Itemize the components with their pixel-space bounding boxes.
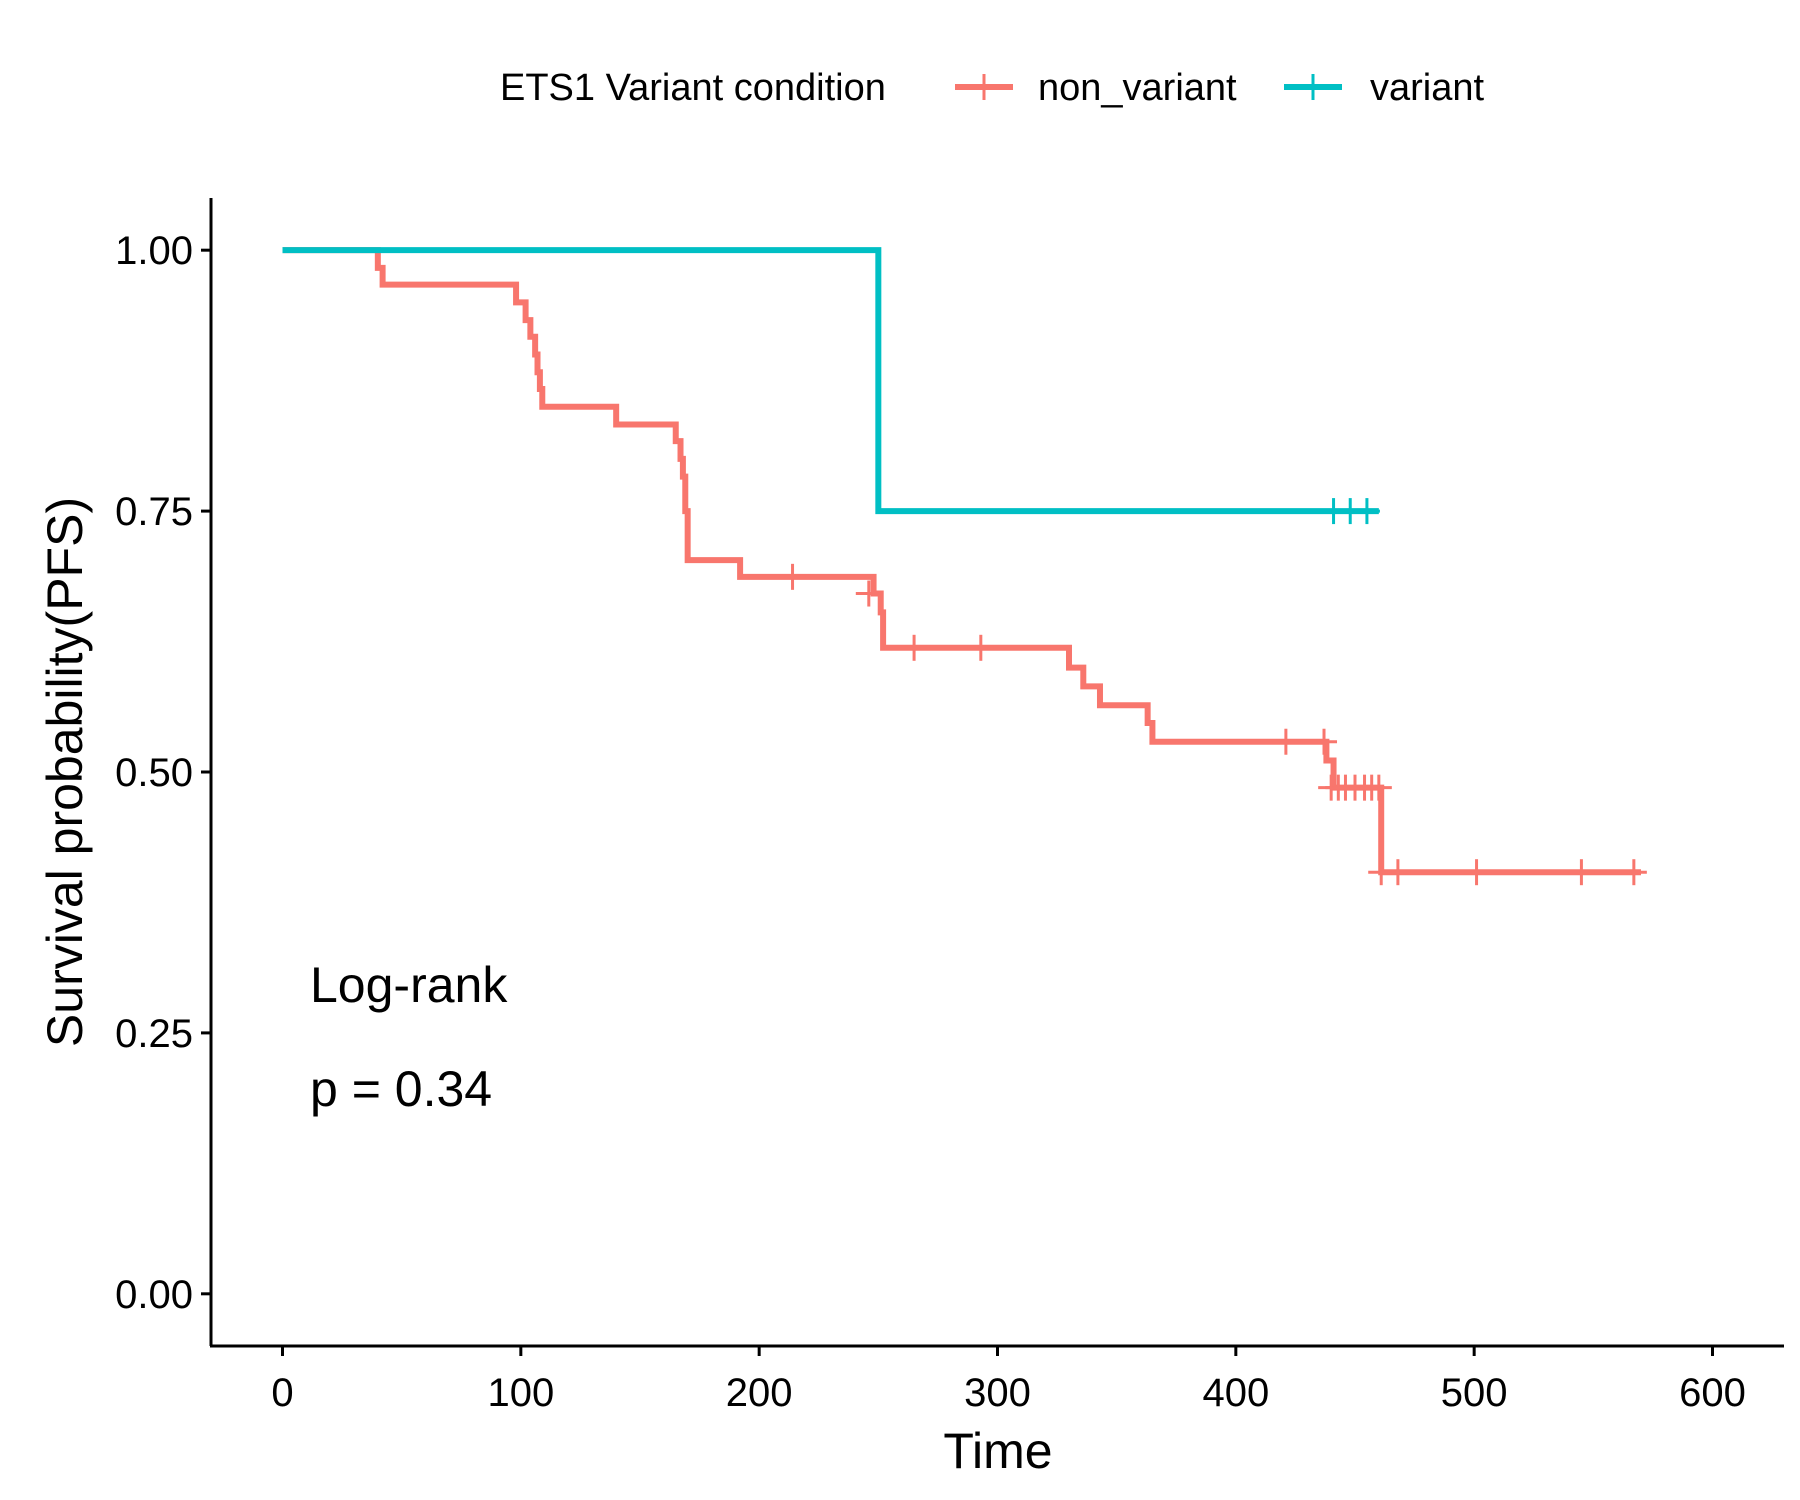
p-value-label: p = 0.34 (310, 1061, 492, 1117)
x-tick-label: 300 (964, 1371, 1031, 1415)
x-tick-label: 400 (1202, 1371, 1269, 1415)
legend: ETS1 Variant condition non_variant varia… (500, 67, 1484, 109)
x-axis-title: Time (943, 1423, 1052, 1479)
legend-title: ETS1 Variant condition (500, 67, 886, 109)
x-tick-label: 500 (1441, 1371, 1508, 1415)
log-rank-label: Log-rank (310, 957, 508, 1013)
x-tick-label: 600 (1679, 1371, 1746, 1415)
y-tick-label: 1.00 (115, 229, 193, 273)
legend-entry-non-variant[interactable]: non_variant (955, 67, 1237, 109)
legend-entry-variant[interactable]: variant (1284, 67, 1484, 109)
x-ticks: 0 100 200 300 400 500 600 (271, 1346, 1746, 1415)
legend-label-non-variant: non_variant (1038, 67, 1237, 109)
y-tick-label: 0.00 (115, 1273, 193, 1317)
series-layer (282, 247, 1647, 886)
y-ticks: 0.00 0.25 0.50 0.75 1.00 (115, 229, 211, 1317)
legend-label-variant: variant (1370, 67, 1484, 109)
survival-curve-variant (282, 247, 1379, 515)
y-tick-label: 0.25 (115, 1012, 193, 1056)
y-axis-title: Survival probability(PFS) (37, 497, 93, 1047)
x-tick-label: 100 (487, 1371, 554, 1415)
survival-curve-non-variant (282, 247, 1641, 876)
x-tick-label: 200 (726, 1371, 793, 1415)
series-variant (282, 247, 1380, 525)
y-tick-label: 0.75 (115, 490, 193, 534)
x-tick-label: 0 (271, 1371, 293, 1415)
series-non-variant (282, 247, 1647, 886)
axes: 0.00 0.25 0.50 0.75 1.00 0 100 200 300 400 500 600 (115, 198, 1784, 1415)
y-tick-label: 0.50 (115, 751, 193, 795)
